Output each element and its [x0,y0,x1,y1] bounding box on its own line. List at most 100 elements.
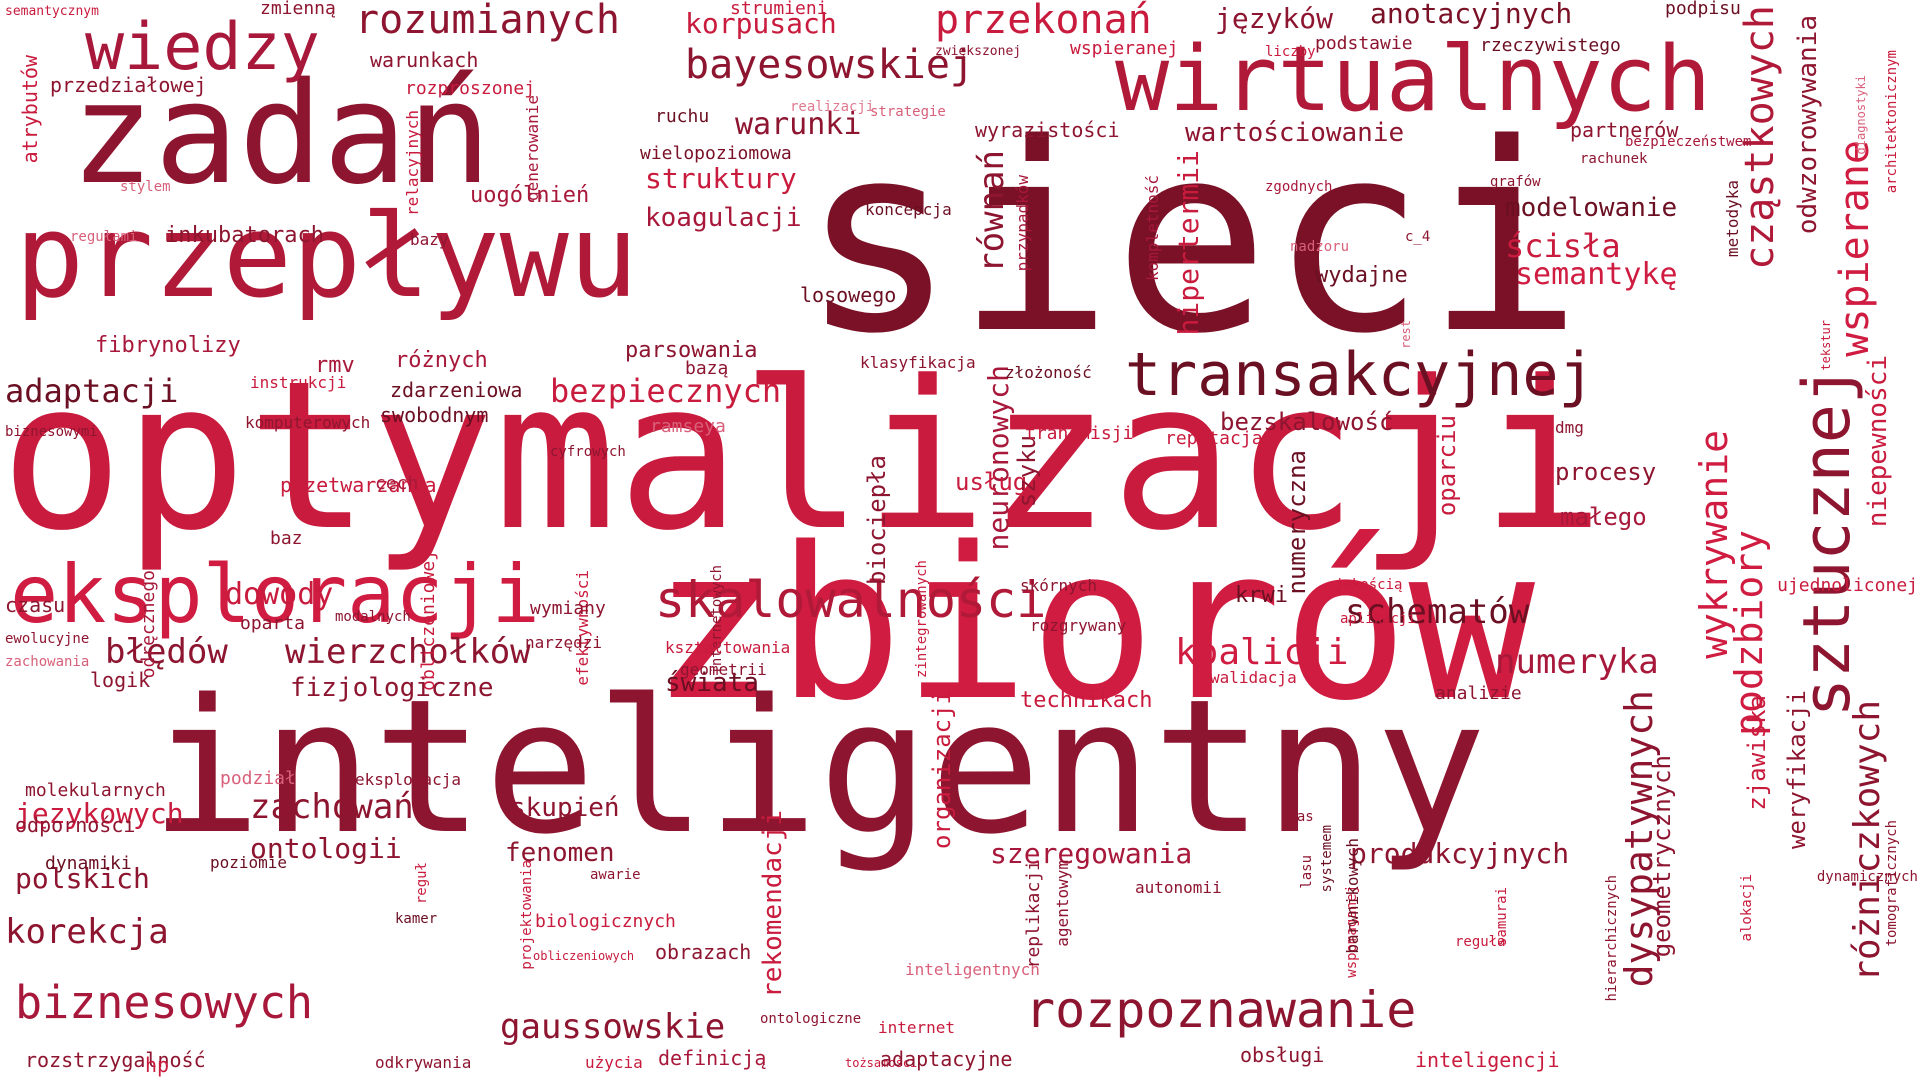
cloud-word-koncepcja: koncepcja [865,200,952,219]
cloud-word-odkrywania: odkrywania [375,1053,472,1072]
cloud-word-obrazach: obrazach [655,940,752,964]
cloud-word-hp: hp [145,1053,170,1077]
cloud-word-semantyke: semantykę [1515,257,1678,292]
cloud-word-niepewnosci: niepewności [1863,355,1893,528]
cloud-word-anotacyjnych: anotacyjnych [1370,0,1573,30]
cloud-word-geometrii: geometrii [680,660,767,679]
cloud-word-wiedzy: wiedzy [85,10,320,85]
cloud-word-schematow: schematów [1345,592,1530,632]
cloud-word-skupien: skupień [510,793,620,823]
cloud-word-hierarchicznych: hierarchicznych [1604,875,1620,1002]
cloud-word-tomograficznych: tomograficznych [1884,820,1900,947]
cloud-word-odwzorowywania: odwzorowywania [1793,15,1823,235]
cloud-word-uslug: usług [955,468,1028,496]
cloud-word-lasu: lasu [1299,855,1315,889]
cloud-word-przedzialowej: przedziałowej [50,73,207,97]
cloud-word-procesy: procesy [1555,458,1657,486]
cloud-word-rozniczkowych: różniczkowych [1847,700,1888,982]
cloud-word-awarie: awarie [590,867,641,883]
cloud-word-numeryczna: numeryczna [1283,450,1311,595]
cloud-word-efektywnosci: efektywności [573,570,592,686]
cloud-word-baz: baz [270,528,303,549]
cloud-word-weryfikacji: weryfikacji [1783,690,1811,849]
cloud-word-przetwarzania: przetwarzania [280,473,437,497]
cloud-word-wydajne: wydajne [1315,263,1408,288]
cloud-word-realizacji: realizacji [790,99,875,115]
cloud-word-barwnikowych: barwnikowych [1343,838,1362,954]
cloud-word-ontologii: ontologii [250,832,402,865]
cloud-word-dowody: dowody [225,577,334,612]
cloud-word-analizie: analizie [1435,683,1522,704]
cloud-word-uzycia: użycia [585,1053,643,1072]
cloud-word-cech: cech [375,473,419,494]
cloud-word-korekcja: korekcja [5,912,169,952]
cloud-word-zgodnych: zgodnych [1265,179,1333,195]
cloud-word-molekularnych: molekularnych [25,780,166,801]
cloud-word-oparciu: oparciu [1433,415,1461,517]
cloud-word-nadzoru: nadzoru [1290,239,1350,255]
cloud-word-inkubatorach: inkubatorach [165,223,324,248]
cloud-word-obslugi: obsługi [1240,1043,1325,1067]
cloud-word-zmienna: zmienną [260,0,336,19]
cloud-word-obliczeniowych: obliczeniowych [533,949,635,963]
cloud-word-fizjologiczne: fizjologiczne [290,673,494,703]
cloud-word-rozstrzygalnosc: rozstrzygalność [25,1048,206,1072]
cloud-word-zachowan: zachowań [250,787,414,827]
cloud-word-reputacja: reputacją [1165,428,1263,449]
cloud-word-poziomie: poziomie [210,853,288,872]
cloud-word-roznych: różnych [395,348,488,373]
cloud-word-parsowania: parsowania [625,338,758,363]
cloud-word-sztucznej: sztucznej [1790,365,1865,718]
cloud-word-kamer: kamer [395,911,438,927]
cloud-word-wartosciowanie: wartościowanie [1185,118,1405,148]
cloud-word-odpornosci: odporności [15,813,136,837]
cloud-word-przeplywu: przepływu [15,190,639,324]
cloud-word-ramseya: ramseya [650,416,726,437]
cloud-word-architektonicznym: architektonicznym [1884,50,1900,194]
cloud-word-koagulacji: koagulacji [645,203,802,233]
cloud-word-bayesowskiej: bayesowskiej [685,42,974,88]
cloud-word-atrybutow: atrybutów [18,55,42,164]
cloud-word-semantycznym: semantycznym [5,4,99,19]
cloud-word-logik: logik [90,668,151,692]
cloud-word-oparta: oparta [240,613,306,634]
cloud-word-diagnostyki: diagnostyki [1854,75,1868,155]
cloud-word-krwi: krwi [1235,583,1288,608]
cloud-word-eksploracji: eksploracji [10,548,540,641]
cloud-word-kompletnosc: kompletność [1143,175,1162,281]
cloud-word-rmv: rmv [315,353,355,378]
cloud-word-metodyka: metodyka [1723,180,1742,258]
cloud-word-ujednoliconej: ujednoliconej [1777,575,1918,596]
cloud-word-rest: rest [1399,320,1413,349]
cloud-word-partnerow: partnerów [1570,118,1679,142]
cloud-word-instrukcji: instrukcji [250,373,347,392]
cloud-word-jakoscia: jakością [1335,577,1403,593]
cloud-word-organizacji: organizacji [928,690,956,849]
cloud-word-wierzcholkow: wierzchołków [285,632,531,672]
cloud-word-baza: bazą [685,358,729,379]
cloud-word-obliczeniowej: obliczeniowej [418,550,439,691]
cloud-word-skornych: skórnych [1020,576,1098,595]
cloud-word-struktury: struktury [645,162,797,195]
cloud-word-rozumianych: rozumianych [355,0,620,43]
cloud-word-produkcyjnych: produkcyjnych [1350,837,1570,870]
cloud-word-biociepla: biociepła [863,455,891,586]
cloud-word-internet: internet [878,1018,956,1037]
cloud-word-regul: reguł [414,862,430,905]
cloud-word-losowego: losowego [800,283,897,307]
cloud-word-scisla: ścisła [1505,227,1621,265]
cloud-word-strategie: strategie [870,104,946,120]
cloud-word-koalicji: koalicji [1175,632,1349,673]
cloud-word-fibrynolizy: fibrynolizy [95,333,241,358]
cloud-word-numeryka: numeryka [1495,642,1659,682]
cloud-word-wykrywanie: wykrywanie [1692,430,1736,659]
cloud-word-walidacja: walidacja [1210,668,1297,687]
cloud-word-wymiany: wymiany [530,598,606,619]
cloud-word-zbiorow: zbiorów [650,502,1536,747]
cloud-word-cyfrowych: cyfrowych [550,444,626,460]
cloud-word-podstawie: podstawie [1315,33,1413,54]
cloud-word-adaptacji: adaptacji [5,372,179,410]
cloud-word-grafow: grafów [1490,174,1541,190]
cloud-word-malego: małego [1560,503,1647,531]
